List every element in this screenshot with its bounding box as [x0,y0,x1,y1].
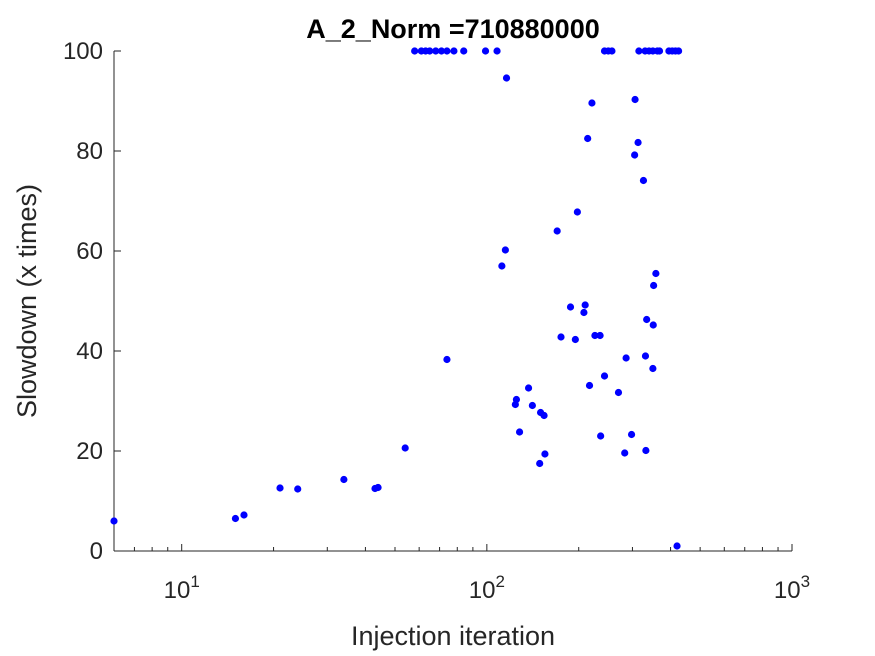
data-point [493,47,501,55]
x-tick-label: 101 [164,572,200,604]
data-point [460,47,468,55]
data-point [411,47,419,55]
data-point [585,381,594,390]
data-point [608,47,616,55]
data-point [524,384,533,392]
data-point [588,99,596,107]
data-point [643,315,651,324]
y-tick-label: 0 [90,538,103,565]
data-point [515,428,524,436]
data-points [110,47,683,550]
data-point [584,134,592,143]
data-point [541,450,549,458]
data-point [573,208,581,216]
data-point [673,542,681,550]
y-tick-label: 100 [63,38,103,65]
data-point [639,176,648,185]
data-point [580,308,588,317]
data-point [450,47,458,55]
data-point [649,321,657,329]
data-point [443,355,451,364]
data-point [634,138,642,147]
data-point [652,269,660,278]
data-point [432,47,440,55]
data-point [597,432,605,440]
data-point [571,335,579,344]
data-point [502,74,511,82]
data-point [642,446,650,455]
data-point [426,47,434,55]
data-point [631,95,639,104]
data-point [557,333,565,341]
data-point [655,47,664,55]
data-point [443,47,451,55]
y-tick-label: 60 [76,238,103,265]
y-tick-labels: 0 20 40 60 80 100 [63,38,103,565]
data-point [512,395,521,404]
data-point [528,401,536,410]
data-point [501,246,509,254]
data-point [591,331,599,340]
data-point [627,430,636,439]
tick-marks [113,50,793,552]
data-point [437,47,446,55]
x-axis-label: Injection iteration [351,621,555,651]
y-axis-label: Slowdown (x times) [12,184,42,418]
data-point [340,475,348,484]
data-point [641,352,650,360]
data-point [481,47,490,55]
data-point [596,331,604,340]
data-point [240,511,248,519]
data-point [231,514,240,523]
data-point [581,301,589,309]
data-point [631,151,639,159]
data-point [649,364,657,373]
data-point [294,485,302,493]
y-tick-label: 80 [76,138,103,165]
x-tick-labels: 101 102 103 [164,572,810,604]
y-tick-label: 40 [76,338,103,365]
data-point [540,411,548,420]
x-tick-label: 102 [469,572,505,604]
y-tick-label: 20 [76,438,103,465]
data-point [110,517,118,525]
data-point [675,47,683,55]
data-point [635,47,643,55]
data-point [536,459,544,468]
data-point [622,354,630,362]
data-point [276,484,284,492]
data-point [650,281,658,290]
data-point [553,227,561,235]
data-point [600,372,609,380]
data-point [621,449,629,457]
chart-title: A_2_Norm =710880000 [306,14,599,44]
data-point [566,303,575,311]
data-point [498,262,506,270]
data-point [374,483,382,492]
data-point [614,388,623,397]
axes [113,51,792,552]
x-tick-label: 103 [774,572,810,604]
data-point [401,444,409,452]
